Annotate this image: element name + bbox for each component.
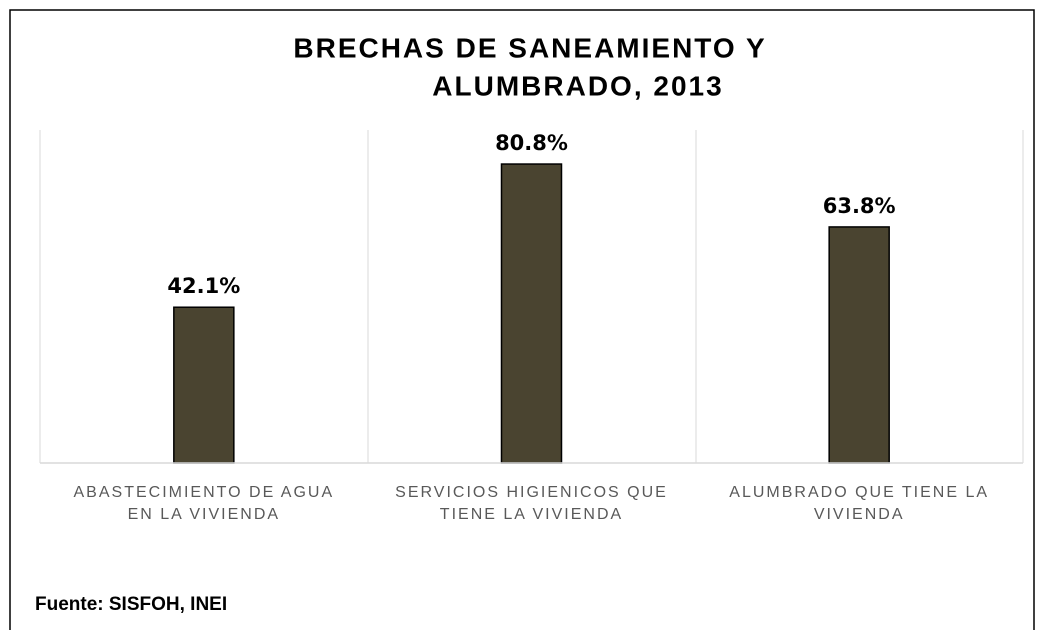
bar: [828, 226, 890, 464]
data-label: 80.8%: [495, 131, 568, 155]
data-label: 63.8%: [823, 194, 896, 218]
x-tick-label: VIVIENDA: [814, 506, 905, 523]
data-label: 42.1%: [167, 274, 240, 298]
bar: [500, 163, 563, 464]
source-note: Fuente: SISFOH, INEI: [35, 594, 227, 615]
x-tick-label: SERVICIOS HIGIENICOS QUE: [395, 484, 668, 501]
chart-title: BRECHAS DE SANEAMIENTO Y: [293, 32, 766, 63]
x-tick-label: ABASTECIMIENTO DE AGUA: [74, 484, 335, 501]
x-tick-label: TIENE LA VIVIENDA: [440, 506, 623, 523]
x-tick-label: ALUMBRADO QUE TIENE LA: [729, 484, 989, 501]
bar: [173, 306, 235, 464]
category-separators: [39, 130, 1024, 463]
x-tick-label: EN LA VIVIENDA: [128, 506, 281, 523]
chart-title: ALUMBRADO, 2013: [432, 70, 723, 101]
